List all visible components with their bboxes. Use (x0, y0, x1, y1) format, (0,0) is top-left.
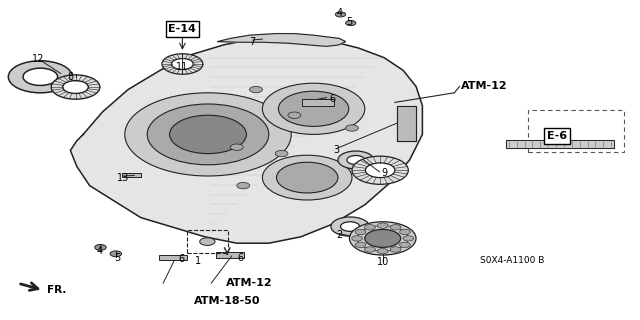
Text: 3: 3 (333, 145, 339, 156)
Circle shape (275, 150, 288, 157)
Circle shape (390, 247, 401, 252)
Circle shape (147, 104, 269, 165)
Circle shape (378, 249, 388, 254)
Circle shape (365, 225, 375, 230)
Text: 10: 10 (376, 257, 389, 268)
Circle shape (237, 182, 250, 189)
Circle shape (399, 229, 410, 235)
Polygon shape (397, 106, 416, 141)
Text: 9: 9 (381, 168, 387, 178)
Circle shape (349, 222, 416, 255)
Circle shape (347, 156, 365, 164)
Circle shape (346, 125, 358, 131)
Circle shape (399, 242, 410, 247)
Circle shape (110, 251, 122, 257)
Text: 13: 13 (117, 172, 130, 183)
Circle shape (262, 155, 352, 200)
Circle shape (331, 217, 369, 236)
Text: 5: 5 (114, 252, 120, 263)
Circle shape (378, 223, 388, 228)
Text: ATM-18-50: ATM-18-50 (194, 296, 260, 306)
Text: 4: 4 (96, 246, 102, 256)
Circle shape (403, 236, 413, 241)
Text: 8: 8 (67, 72, 74, 82)
Circle shape (51, 75, 100, 99)
Text: 6: 6 (178, 254, 184, 264)
Circle shape (335, 12, 346, 17)
Circle shape (355, 229, 366, 235)
Polygon shape (70, 35, 422, 243)
Text: 6: 6 (237, 252, 243, 263)
Polygon shape (506, 140, 614, 148)
Text: ATM-12: ATM-12 (461, 81, 508, 92)
Circle shape (338, 151, 374, 169)
Circle shape (352, 236, 362, 241)
Circle shape (365, 229, 401, 247)
Circle shape (172, 59, 193, 69)
Text: S0X4-A1100 B: S0X4-A1100 B (480, 256, 544, 265)
Polygon shape (218, 34, 346, 46)
Circle shape (63, 81, 88, 93)
Text: 11: 11 (176, 62, 189, 72)
Circle shape (278, 91, 349, 126)
Circle shape (355, 242, 366, 247)
Text: 6: 6 (330, 94, 336, 104)
Circle shape (250, 86, 262, 93)
Text: 2: 2 (336, 230, 342, 240)
Circle shape (340, 222, 360, 231)
Circle shape (288, 112, 301, 118)
Circle shape (23, 68, 58, 85)
Circle shape (365, 247, 375, 252)
Circle shape (352, 156, 408, 184)
Circle shape (162, 54, 203, 74)
Text: 1: 1 (195, 256, 202, 266)
Text: 12: 12 (32, 54, 45, 64)
Bar (159, 255, 187, 260)
Circle shape (200, 238, 215, 245)
Circle shape (346, 20, 356, 26)
Circle shape (365, 163, 395, 178)
Text: ATM-12: ATM-12 (227, 278, 273, 288)
Circle shape (8, 61, 72, 93)
Text: FR.: FR. (47, 285, 66, 295)
Bar (302, 99, 334, 106)
Circle shape (390, 225, 401, 230)
Circle shape (276, 162, 338, 193)
Text: E-14: E-14 (168, 24, 196, 34)
Circle shape (262, 83, 365, 134)
Text: 4: 4 (336, 8, 342, 18)
Circle shape (95, 244, 106, 250)
Circle shape (230, 144, 243, 150)
Circle shape (170, 115, 246, 154)
Text: E-6: E-6 (547, 131, 567, 141)
Circle shape (125, 93, 291, 176)
Bar (122, 173, 141, 177)
Text: 5: 5 (346, 17, 353, 28)
Bar (216, 252, 244, 258)
Text: 7: 7 (250, 36, 256, 47)
